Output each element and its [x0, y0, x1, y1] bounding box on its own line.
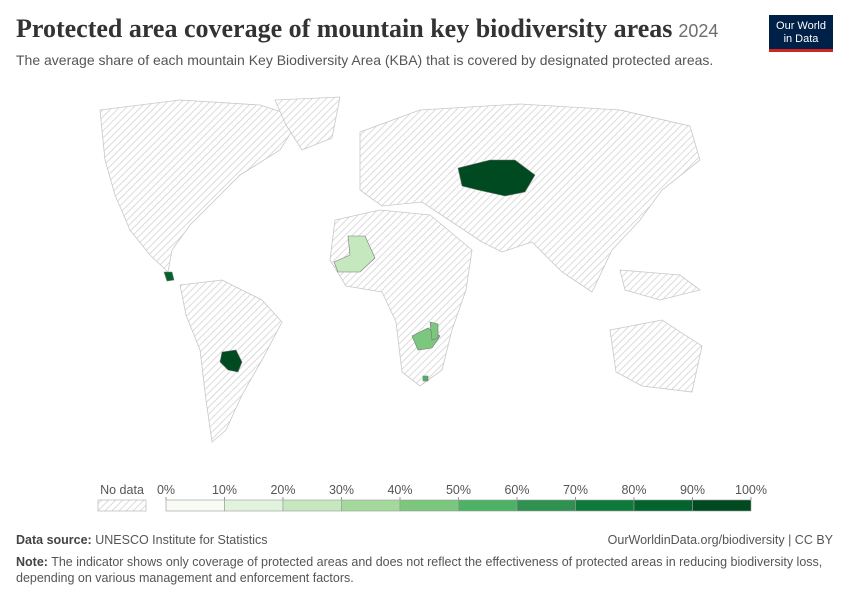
legend-tick-label: 60% [504, 483, 529, 497]
region [219, 349, 243, 373]
source: Data source: UNESCO Institute for Statis… [16, 533, 268, 547]
logo-line: Our World [776, 20, 826, 32]
no-data-label: No data [100, 483, 144, 497]
title: Protected area coverage of mountain key … [16, 14, 718, 44]
region [163, 271, 175, 282]
land [99, 96, 703, 443]
subtitle: The average share of each mountain Key B… [16, 52, 714, 68]
note-text: The indicator shows only coverage of pro… [16, 555, 823, 585]
legend-bin [692, 499, 752, 512]
legend-tick-label: 30% [329, 483, 354, 497]
source-text: UNESCO Institute for Statistics [95, 533, 268, 547]
url[interactable]: OurWorldinData.org/biodiversity | CC BY [607, 533, 833, 547]
source-label: Data source: [16, 533, 92, 547]
legend-tick-label: 90% [680, 483, 705, 497]
legend: No data 0% 10% 20% 30% 40% 50% 60% 70% 80% 90% 100… [97, 483, 767, 512]
legend-bin [458, 499, 518, 512]
logo-line: in Data [783, 33, 819, 45]
legend-bin [165, 499, 225, 512]
legend-bin [399, 499, 459, 512]
legend-tick-label: 10% [212, 483, 237, 497]
legend-bin [516, 499, 576, 512]
legend-tick-label: 50% [446, 483, 471, 497]
legend-bin [341, 499, 401, 512]
legend-bin [224, 499, 284, 512]
region [429, 321, 439, 341]
legend-tick-label: 20% [270, 483, 295, 497]
map: No data 0% 10% 20% 30% 40% 50% 60% 70% 80% 90% 100… [97, 96, 767, 512]
legend-bin [633, 499, 693, 512]
region [457, 159, 536, 197]
legend-tick-label: 100% [735, 483, 767, 497]
region [333, 235, 376, 273]
region [422, 375, 429, 382]
regions [163, 159, 536, 382]
legend-bin [282, 499, 342, 512]
no-data-swatch [97, 499, 147, 512]
note: Note: The indicator shows only coverage … [16, 554, 831, 586]
note-label: Note: [16, 555, 48, 569]
legend-tick-label: 80% [621, 483, 646, 497]
title-text: Protected area coverage of mountain key … [16, 14, 673, 43]
year: 2024 [678, 21, 719, 41]
legend-tick-label: 70% [563, 483, 588, 497]
legend-tick-label: 0% [157, 483, 175, 497]
logo[interactable]: Our World in Data [769, 15, 833, 52]
legend-tick-label: 40% [387, 483, 412, 497]
legend-bin [575, 499, 635, 512]
